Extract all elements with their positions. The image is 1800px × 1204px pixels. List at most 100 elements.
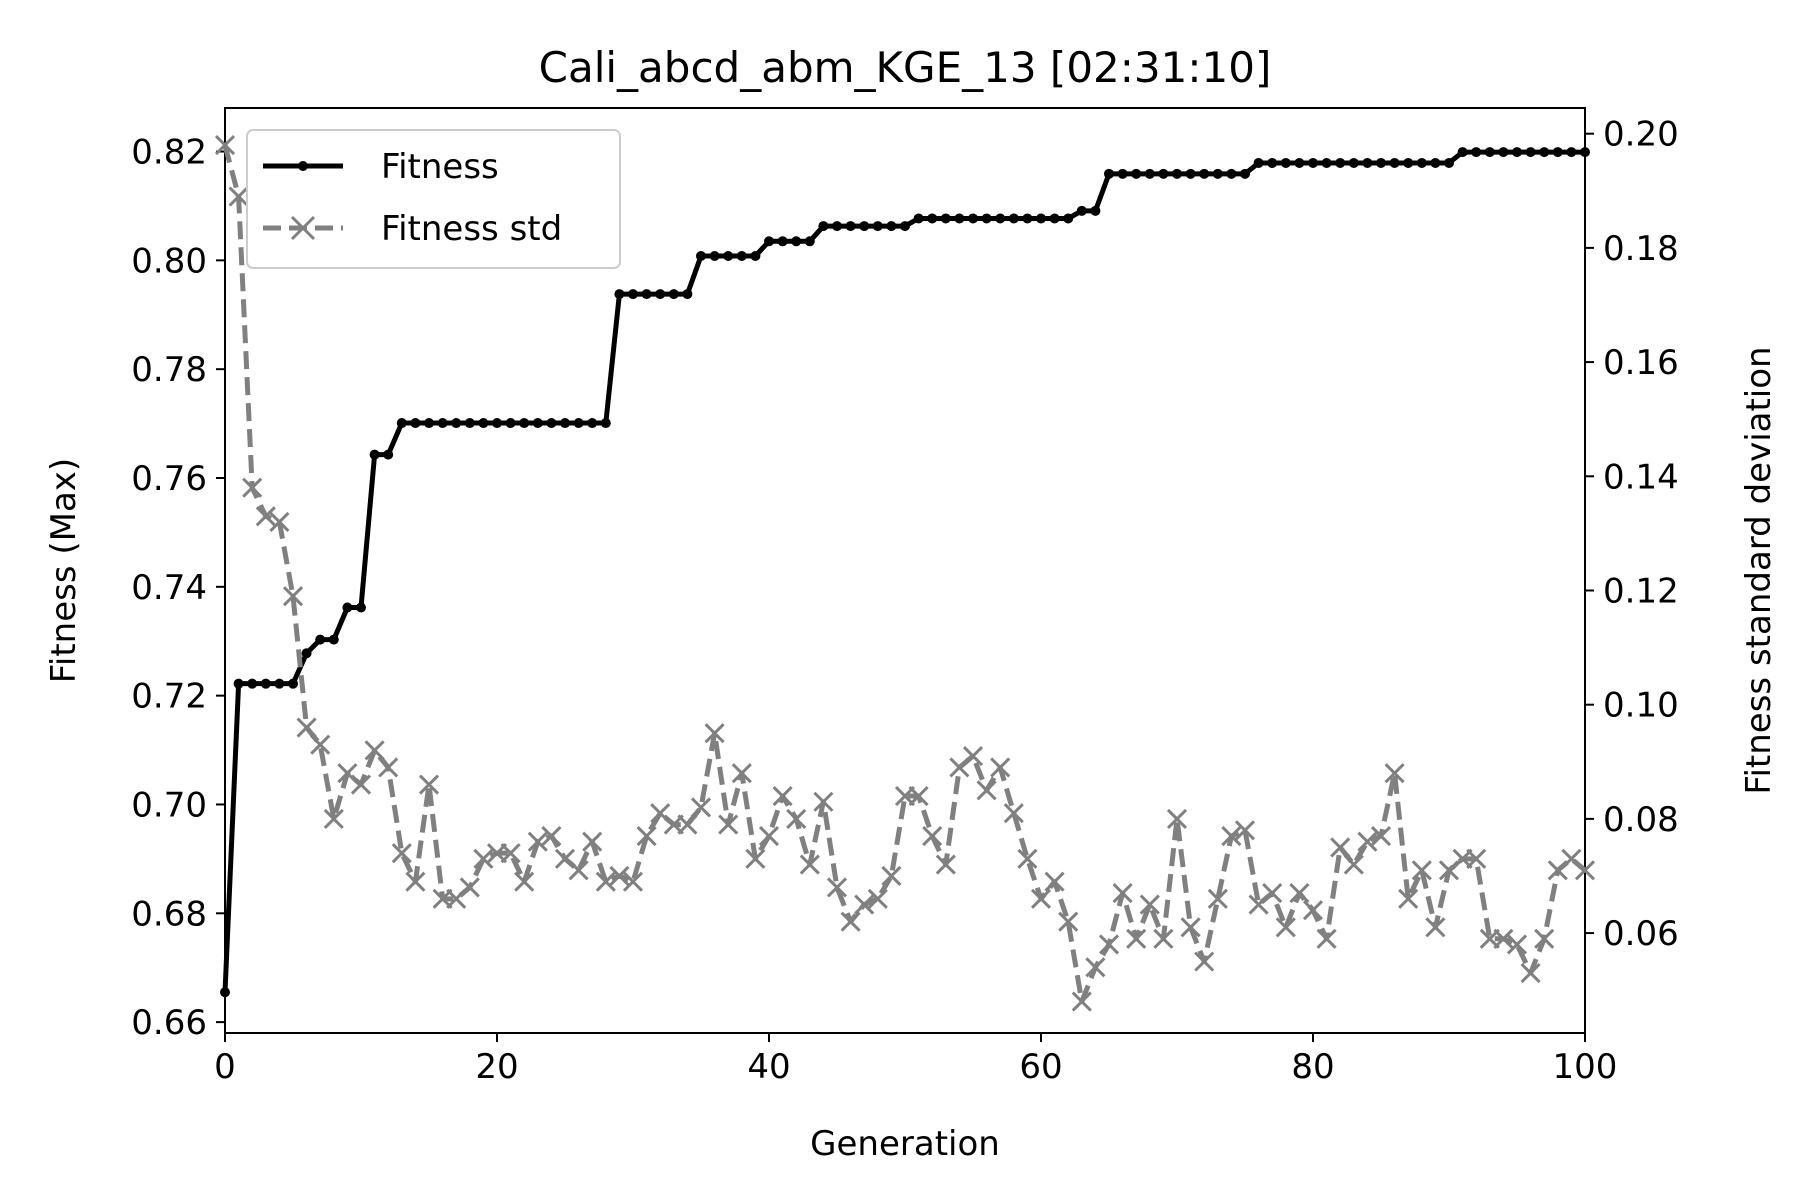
y-tick-label: 0.78 <box>131 350 207 390</box>
data-point-fitness <box>1049 213 1060 224</box>
data-point-fitness <box>1199 168 1210 179</box>
y2-tick-label: 0.06 <box>1603 914 1679 954</box>
y-axis-title: Fitness (Max) <box>44 458 84 683</box>
data-point-fitness-std <box>1071 991 1092 1012</box>
data-point-fitness <box>1036 213 1046 224</box>
data-point-fitness <box>451 418 462 429</box>
data-point-fitness-std <box>473 848 494 869</box>
data-point-fitness-std <box>867 888 888 909</box>
data-point-fitness <box>1240 168 1250 179</box>
data-point-fitness-std <box>786 808 807 829</box>
y-tick-label: 0.70 <box>131 785 207 825</box>
data-point-fitness-std <box>554 848 576 869</box>
data-point-fitness <box>1158 168 1169 179</box>
y-tick-label: 0.82 <box>131 133 207 173</box>
data-point-fitness <box>628 289 638 300</box>
data-point-fitness <box>1376 157 1386 168</box>
data-point-fitness-std <box>1003 803 1024 824</box>
data-point-fitness <box>342 602 353 613</box>
data-point-fitness <box>519 418 530 429</box>
data-point-fitness-std <box>214 135 236 156</box>
data-point-fitness-std <box>595 871 616 892</box>
data-point-fitness <box>1008 213 1019 224</box>
data-point-fitness <box>1444 157 1454 168</box>
series-layer <box>214 135 1596 1012</box>
y-tick-label: 0.66 <box>131 1003 207 1043</box>
data-point-fitness-std <box>1207 888 1228 909</box>
data-point-fitness <box>641 289 652 300</box>
data-point-fitness <box>546 418 557 429</box>
data-point-fitness <box>709 251 720 261</box>
series-fitness-std <box>214 135 1596 1012</box>
data-point-fitness-std <box>364 740 385 761</box>
data-point-fitness-std <box>405 871 426 892</box>
data-point-fitness <box>424 418 434 429</box>
data-point-fitness-std <box>1248 894 1269 915</box>
data-point-fitness-std <box>1166 808 1188 829</box>
data-point-fitness <box>818 221 829 232</box>
plot-area-frame <box>224 107 1586 1034</box>
y2-tick-label: 0.10 <box>1603 686 1679 726</box>
data-point-fitness <box>1321 157 1332 168</box>
data-point-fitness-std <box>854 894 875 915</box>
legend: Fitness Fitness std <box>246 129 621 269</box>
legend-marker <box>290 215 316 241</box>
data-point-fitness-std <box>1139 894 1160 915</box>
data-point-fitness-std <box>826 877 848 898</box>
data-point-fitness-std <box>949 757 970 778</box>
data-point-fitness-std <box>1330 837 1351 858</box>
data-point-fitness-std <box>323 808 344 829</box>
data-point-fitness <box>1253 157 1264 168</box>
y2-tick-label: 0.12 <box>1603 571 1679 611</box>
data-point-fitness <box>1403 157 1414 168</box>
data-point-fitness <box>777 236 788 247</box>
data-point-fitness-std <box>1384 763 1405 784</box>
data-point-fitness <box>655 289 666 300</box>
data-point-fitness-std <box>1044 871 1065 892</box>
data-point-fitness <box>573 418 584 429</box>
series-fitness <box>220 147 1590 998</box>
data-point-fitness-std <box>1547 860 1568 881</box>
legend-label-fitness: Fitness <box>381 147 499 187</box>
data-point-fitness-std <box>296 717 317 738</box>
y2-tick-label: 0.20 <box>1603 115 1679 155</box>
legend-sample-fitness <box>263 161 343 171</box>
x-axis-title: Generation <box>810 1124 1000 1164</box>
y-tick-label: 0.72 <box>131 677 207 717</box>
chart-title: Cali_abcd_abm_KGE_13 [02:31:10] <box>539 43 1272 92</box>
data-point-fitness-std <box>1466 848 1487 869</box>
data-point-fitness-std <box>1370 825 1392 847</box>
data-point-fitness-std <box>1289 883 1310 904</box>
data-point-fitness <box>886 221 897 232</box>
legend-label-fitness-std: Fitness std <box>381 209 562 249</box>
data-point-fitness <box>981 213 992 224</box>
data-point-fitness <box>1308 157 1318 168</box>
data-point-fitness-std <box>935 854 956 875</box>
data-point-fitness <box>1416 157 1427 168</box>
data-point-fitness-std <box>1153 928 1174 949</box>
data-point-fitness <box>1076 205 1087 216</box>
data-point-fitness-std <box>772 785 793 807</box>
data-point-fitness <box>1566 147 1577 158</box>
data-point-fitness <box>1294 157 1305 168</box>
data-point-fitness <box>1525 147 1536 158</box>
data-point-fitness <box>927 213 938 224</box>
data-point-fitness <box>532 418 543 429</box>
data-point-fitness-std <box>840 911 861 932</box>
data-point-fitness <box>1144 168 1155 179</box>
data-point-fitness-std <box>962 746 984 767</box>
data-point-fitness <box>872 221 883 232</box>
data-point-fitness <box>1498 147 1509 158</box>
data-point-fitness-std <box>1030 888 1052 909</box>
data-point-fitness <box>1389 157 1400 168</box>
data-point-fitness-std <box>922 825 943 847</box>
y-tick-label: 0.74 <box>131 568 207 608</box>
data-point-fitness <box>900 221 910 232</box>
data-point-fitness-std <box>514 871 535 892</box>
data-point-fitness-std <box>527 831 548 852</box>
data-point-fitness <box>995 213 1006 224</box>
data-point-fitness-std <box>718 814 739 835</box>
data-point-fitness <box>913 213 924 224</box>
data-point-fitness <box>1185 168 1196 179</box>
